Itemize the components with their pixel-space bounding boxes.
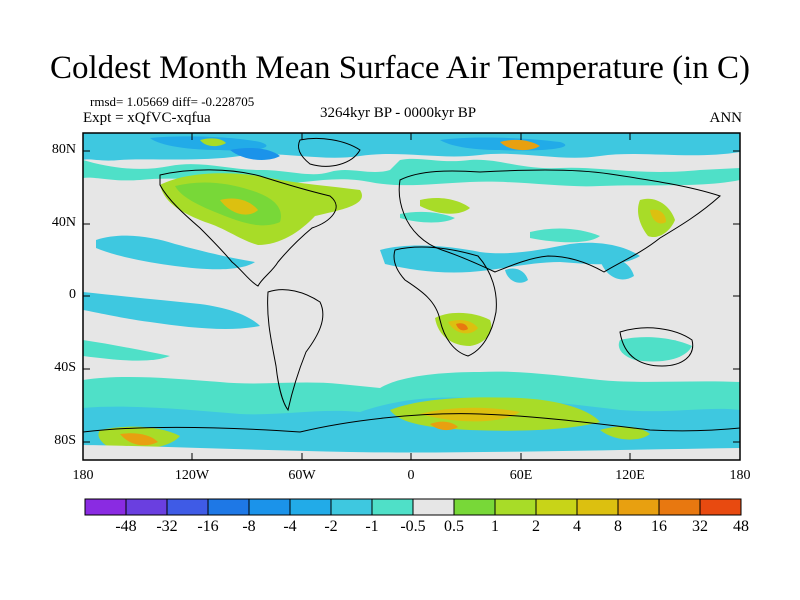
colorbar-label: 4 [573, 518, 581, 535]
colorbar-label: -16 [197, 518, 219, 535]
colorbar-swatch [125, 498, 168, 516]
axis-ticks [82, 133, 741, 460]
colorbar-swatch [617, 498, 660, 516]
colorbar-swatch [84, 498, 127, 516]
colorbar-label: -32 [156, 518, 178, 535]
colorbar-swatch [576, 498, 619, 516]
colorbar-label: 0.5 [444, 518, 464, 535]
x-tick-label: 120E [615, 468, 645, 483]
colorbar-swatch [166, 498, 209, 516]
y-tick-label: 0 [69, 287, 76, 302]
colorbar-swatch [412, 498, 455, 516]
colorbar-label: 8 [614, 518, 622, 535]
colorbar-label: 16 [651, 518, 667, 535]
x-tick-label: 180 [729, 468, 751, 483]
season-label: ANN [709, 110, 743, 126]
colorbar-label: 32 [692, 518, 708, 535]
colorbar-label: 2 [532, 518, 540, 535]
y-tick-label: 80N [51, 142, 76, 157]
period-label: 3264kyr BP - 0000kyr BP [320, 105, 477, 121]
y-tick-label: 40S [54, 360, 76, 375]
colorbar-label: 1 [491, 518, 499, 535]
colorbar-swatch [658, 498, 701, 516]
map-panel [83, 133, 740, 460]
colorbar-label: -4 [283, 518, 297, 535]
colorbar-swatch [248, 498, 291, 516]
experiment-label: Expt = xQfVC-xqfua [83, 110, 211, 126]
colorbar-swatch [289, 498, 332, 516]
colorbar-label: -8 [242, 518, 256, 535]
anomaly-southern [83, 292, 692, 362]
colorbar-swatch [453, 498, 496, 516]
x-tick-label: 60E [509, 468, 533, 483]
colorbar-swatch [535, 498, 578, 516]
colorbar-swatch [494, 498, 537, 516]
colorbar-label: 48 [733, 518, 749, 535]
stats-label: rmsd= 1.05669 diff= -0.228705 [90, 94, 255, 109]
colorbar-swatch [699, 498, 742, 516]
y-tick-label: 80S [54, 433, 76, 448]
colorbar-swatch [330, 498, 373, 516]
map-title: Coldest Month Mean Surface Air Temperatu… [50, 50, 750, 86]
colorbar-label: -2 [324, 518, 338, 535]
colorbar-label: -1 [365, 518, 379, 535]
coastlines [83, 137, 740, 433]
x-tick-label: 120W [174, 468, 210, 483]
anomaly-eurasia [380, 197, 675, 283]
x-tick-label: 0 [407, 468, 415, 483]
x-tick-label: 60W [288, 468, 316, 483]
colorbar-label: -48 [115, 518, 137, 535]
colorbar [84, 498, 742, 516]
colorbar-swatch [371, 498, 414, 516]
y-tick-label: 40N [51, 215, 76, 230]
colorbar-label: -0.5 [400, 518, 426, 535]
colorbar-swatch [207, 498, 250, 516]
x-tick-label: 180 [72, 468, 94, 483]
